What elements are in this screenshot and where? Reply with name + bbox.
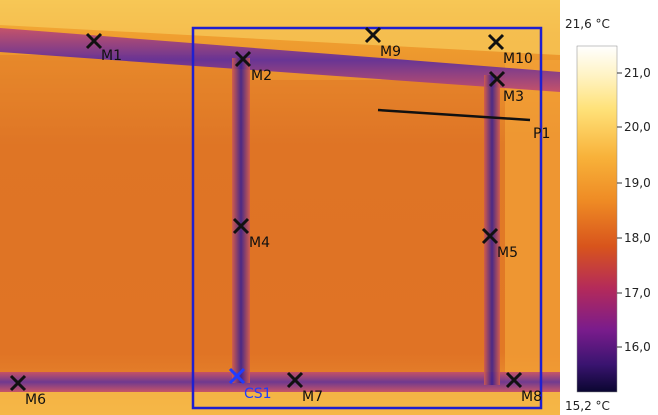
- marker-m2[interactable]: M2: [234, 50, 272, 84]
- marker-m1[interactable]: M1: [85, 32, 122, 64]
- scale-min-label: 15,2 °C: [565, 399, 610, 413]
- marker-label: M10: [503, 51, 533, 67]
- cold-top-beam: [0, 28, 560, 92]
- scale-max-label: 21,6 °C: [565, 17, 610, 31]
- marker-cross-icon: [286, 371, 304, 389]
- marker-cross-icon: [9, 374, 27, 392]
- marker-cross-icon: [481, 227, 499, 245]
- cold-spot-cross-icon: [228, 367, 246, 385]
- marker-label: M3: [503, 89, 524, 105]
- marker-m8[interactable]: M8: [505, 371, 542, 405]
- marker-label: M1: [101, 48, 122, 64]
- cold-right-mullion: [484, 75, 500, 385]
- scale-tick-label: 20,0: [624, 120, 651, 134]
- middle-panel-region: [250, 80, 485, 375]
- marker-m6[interactable]: M6: [9, 374, 46, 408]
- marker-cross-icon: [488, 70, 506, 88]
- marker-label: M7: [302, 389, 323, 405]
- marker-cross-icon: [505, 371, 523, 389]
- marker-label: M4: [249, 235, 270, 251]
- left-panel-region: [0, 55, 235, 375]
- marker-label: M6: [25, 392, 46, 408]
- marker-cross-icon: [234, 50, 252, 68]
- marker-cross-icon: [85, 32, 103, 50]
- marker-cross-icon: [364, 26, 382, 44]
- marker-cs1[interactable]: CS1: [228, 367, 272, 402]
- warm-bottom-region: [0, 392, 560, 415]
- marker-label: M5: [497, 245, 518, 261]
- thermal-scene: [0, 0, 560, 415]
- line-profile-p1[interactable]: P1: [377, 108, 550, 142]
- scale-tick-label: 16,0: [624, 340, 651, 354]
- marker-m9[interactable]: M9: [364, 26, 401, 60]
- cold-left-mullion: [232, 58, 250, 383]
- marker-m4[interactable]: M4: [232, 217, 270, 251]
- temperature-scale: 21,6 °C 21,0 20,0 19,0 18,0 17,0 16,0 15…: [565, 17, 651, 413]
- marker-label: M8: [521, 389, 542, 405]
- scale-tick-label: 19,0: [624, 176, 651, 190]
- profile-label: P1: [533, 126, 550, 142]
- color-scale-bar: [576, 45, 618, 393]
- marker-m10[interactable]: M10: [487, 33, 533, 67]
- cold-spot-label: CS1: [244, 386, 272, 402]
- marker-label: M2: [251, 68, 272, 84]
- scale-tick-label: 17,0: [624, 286, 651, 300]
- scale-tick-label: 21,0: [624, 66, 651, 80]
- marker-m7[interactable]: M7: [286, 371, 323, 405]
- profile-line: [377, 108, 531, 122]
- marker-cross-icon: [487, 33, 505, 51]
- marker-m3[interactable]: M3: [488, 70, 524, 105]
- marker-label: M9: [380, 44, 401, 60]
- scale-tick-label: 18,0: [624, 231, 651, 245]
- warm-right-region: [505, 60, 560, 390]
- marker-m5[interactable]: M5: [481, 227, 518, 261]
- cold-bottom-beam: [0, 372, 560, 392]
- marker-cross-icon: [232, 217, 250, 235]
- scale-ticks: [617, 72, 622, 348]
